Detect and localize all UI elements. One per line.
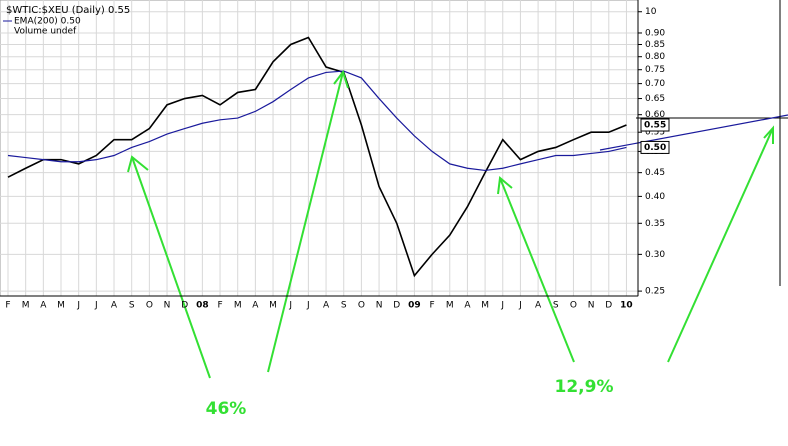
x-tick-label: J [76,301,80,311]
x-tick-label: M [269,301,277,311]
x-tick-label: S [341,301,347,311]
trend-line [599,114,788,151]
y-tick-label: 0.85 [645,40,665,50]
x-tick-label: D [605,301,612,311]
x-tick-label: A [252,301,259,311]
x-tick-label: F [217,301,222,311]
y-tick-label: 0.80 [645,52,665,62]
y-tick-label: 0.90 [645,28,665,38]
marks [7,36,627,278]
y-tick-label: 0.45 [645,168,665,178]
x-tick-label: M [22,301,30,311]
x-tick-label: F [429,301,434,311]
x-tick-label: M [57,301,65,311]
x-tick-label: 10 [620,301,633,311]
y-tick-label: 0.65 [645,94,665,104]
x-tick-label: M [446,301,454,311]
legend-volume: Volume undef [14,27,77,37]
y-tick-label: 0.30 [645,250,665,260]
x-tick-label: D [393,301,400,311]
x-tick-label: M [234,301,242,311]
y-tick-label: 0.40 [645,192,665,202]
y-tick-label: 0.60 [645,110,665,120]
series-line [7,36,627,278]
series-line [7,70,627,172]
y-tick-label: 0.25 [645,287,665,297]
x-tick-label: O [146,301,153,311]
legend-ema: EMA(200) 0.50 [14,17,81,27]
annotation: 46% [206,399,247,419]
x-tick-label: A [111,301,118,311]
x-tick-label: J [500,301,504,311]
x-tick-label: N [164,301,171,311]
value-label: 0.55 [644,121,666,131]
x-tick-label: 09 [408,301,421,311]
x-tick-label: D [181,301,188,311]
arrows [127,69,774,379]
y-tick-label: 10 [645,7,657,17]
x-tick-label: J [94,301,98,311]
x-tick-label: F [5,301,10,311]
x-tick-label: O [570,301,577,311]
x-tick-label: S [553,301,559,311]
legend-price: $WTIC:$XEU (Daily) 0.55 [6,5,130,16]
x-tick-label: N [376,301,383,311]
x-tick-label: J [518,301,522,311]
x-tick-label: J [288,301,292,311]
annotation: 12,9% [555,377,614,397]
value-label-box [640,118,670,132]
x-tick-label: N [588,301,595,311]
x-tick-label: J [306,301,310,311]
value-label: 0.50 [644,143,666,153]
x-tick-label: S [129,301,135,311]
x-tick-label: 08 [196,301,209,311]
x-tick-label: A [464,301,471,311]
y-tick-label: 0.55 [645,128,665,138]
y-tick-label: 0.35 [645,219,665,229]
x-tick-label: M [481,301,489,311]
y-tick-label: 0.75 [645,65,665,75]
y-tick-label: 0.70 [645,79,665,89]
plot-area [0,0,639,297]
x-tick-label: O [358,301,365,311]
x-tick-label: A [40,301,47,311]
value-label-box [640,140,670,154]
x-tick-label: A [323,301,330,311]
x-tick-label: A [535,301,542,311]
